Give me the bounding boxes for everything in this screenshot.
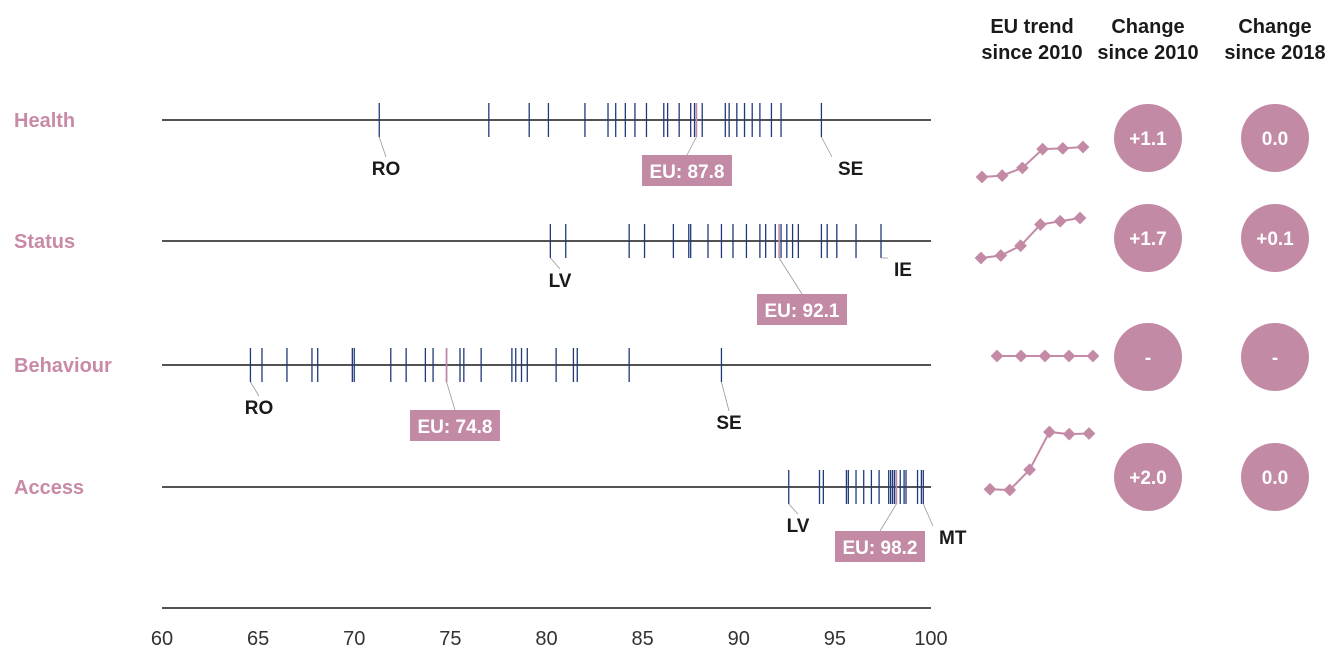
x-tick-label-70: 70 bbox=[343, 628, 365, 648]
row-label: Status bbox=[14, 231, 75, 253]
row-status: Status LV IE EU: 92.1 +1.7 +0.1 bbox=[14, 204, 1309, 325]
trend-sparkline bbox=[975, 140, 1090, 184]
trend-line bbox=[989, 430, 1090, 492]
eu-label: EU: 98.2 bbox=[843, 538, 918, 559]
header-change2018-line2: since 2018 bbox=[1224, 42, 1325, 64]
max-country-label: MT bbox=[939, 528, 967, 549]
min-country-label: LV bbox=[549, 271, 572, 292]
trend-point bbox=[994, 249, 1008, 262]
min-country-label: RO bbox=[372, 159, 401, 180]
trend-line bbox=[980, 217, 1081, 259]
trend-point bbox=[1038, 349, 1052, 363]
x-tick-label-75: 75 bbox=[439, 628, 461, 648]
max-connector bbox=[821, 136, 833, 158]
x-tick-label-65: 65 bbox=[247, 628, 269, 648]
trend-point bbox=[1043, 425, 1056, 439]
trend-sparkline bbox=[990, 349, 1100, 363]
trend-point bbox=[990, 349, 1004, 363]
change-2010-circle bbox=[1114, 443, 1182, 511]
x-tick-label-85: 85 bbox=[632, 628, 654, 648]
trend-point bbox=[983, 482, 997, 496]
max-connector bbox=[721, 381, 730, 412]
header-trend-line2: since 2010 bbox=[981, 42, 1082, 64]
row-behaviour: Behaviour RO SE EU: 74.8 - - bbox=[14, 323, 1309, 441]
trend-point bbox=[974, 251, 988, 265]
change-2018-value: - bbox=[1272, 348, 1278, 369]
header-change2010-line2: since 2010 bbox=[1097, 42, 1198, 64]
max-country-label: SE bbox=[838, 159, 863, 180]
x-tick-label-60: 60 bbox=[151, 628, 173, 648]
header-change2018-line1: Change bbox=[1238, 16, 1311, 38]
eu-label: EU: 74.8 bbox=[418, 417, 493, 438]
change-2018-value: 0.0 bbox=[1262, 468, 1288, 489]
trend-point bbox=[1082, 427, 1096, 440]
change-2018-value: +0.1 bbox=[1256, 229, 1294, 250]
min-connector bbox=[788, 503, 799, 515]
min-country-label: LV bbox=[787, 516, 810, 537]
row-label: Behaviour bbox=[14, 355, 112, 377]
trend-point bbox=[995, 169, 1009, 182]
x-tick-label-100: 100 bbox=[914, 628, 947, 648]
change-2010-circle bbox=[1114, 323, 1182, 391]
trend-point bbox=[1073, 211, 1087, 225]
change-2018-circle bbox=[1241, 104, 1309, 172]
eu-label-box bbox=[835, 531, 925, 562]
change-2018-circle bbox=[1241, 323, 1309, 391]
x-tick-label-95: 95 bbox=[824, 628, 846, 648]
row-health: Health RO SE EU: 87.8 +1.1 0.0 bbox=[14, 103, 1309, 186]
change-2010-value: +1.7 bbox=[1129, 229, 1167, 250]
trend-point bbox=[1014, 349, 1028, 363]
max-country-label: IE bbox=[894, 260, 912, 281]
row-label: Access bbox=[14, 477, 84, 499]
change-2010-circle bbox=[1114, 204, 1182, 272]
trend-point bbox=[1056, 142, 1070, 155]
change-2018-value: 0.0 bbox=[1262, 129, 1288, 150]
trend-point bbox=[1086, 349, 1100, 363]
change-2010-circle bbox=[1114, 104, 1182, 172]
eu-label: EU: 87.8 bbox=[650, 162, 725, 183]
change-2018-circle bbox=[1241, 204, 1309, 272]
eu-label-box bbox=[410, 410, 500, 441]
eu-connector bbox=[879, 503, 897, 532]
trend-sparkline bbox=[983, 425, 1096, 497]
change-2010-value: - bbox=[1145, 348, 1151, 369]
eu-label: EU: 92.1 bbox=[765, 301, 840, 322]
eu-label-box bbox=[642, 155, 732, 186]
change-2010-value: +2.0 bbox=[1129, 468, 1167, 489]
min-connector bbox=[378, 136, 387, 158]
max-connector bbox=[922, 503, 934, 527]
max-country-label: SE bbox=[716, 413, 741, 434]
trend-point bbox=[1053, 214, 1067, 228]
trend-sparkline bbox=[974, 211, 1087, 265]
trend-point bbox=[1076, 140, 1090, 154]
change-2018-circle bbox=[1241, 443, 1309, 511]
min-connector bbox=[250, 381, 260, 397]
trend-point bbox=[1062, 427, 1076, 441]
rows-group: Health RO SE EU: 87.8 +1.1 0.0 Status LV IE EU: 9… bbox=[14, 103, 1309, 562]
trend-point bbox=[975, 170, 989, 184]
row-access: Access LV MT EU: 98.2 +2.0 0.0 bbox=[14, 425, 1309, 562]
x-tick-label-90: 90 bbox=[728, 628, 750, 648]
header-change2010-line1: Change bbox=[1111, 16, 1184, 38]
x-tick-label-80: 80 bbox=[535, 628, 557, 648]
x-axis-tick-labels: 60 65 70 75 80 85 90 95 100 bbox=[151, 628, 948, 648]
eu-connector bbox=[446, 381, 456, 411]
row-label: Health bbox=[14, 110, 75, 132]
change-2010-value: +1.1 bbox=[1129, 129, 1167, 150]
trend-point bbox=[1062, 349, 1076, 363]
eu-label-box bbox=[757, 294, 847, 325]
eu-connector bbox=[686, 136, 697, 156]
eu-connector bbox=[778, 257, 803, 295]
trend-line bbox=[981, 146, 1084, 178]
header-trend-line1: EU trend bbox=[990, 16, 1073, 38]
min-country-label: RO bbox=[245, 398, 274, 419]
min-connector bbox=[550, 257, 561, 270]
